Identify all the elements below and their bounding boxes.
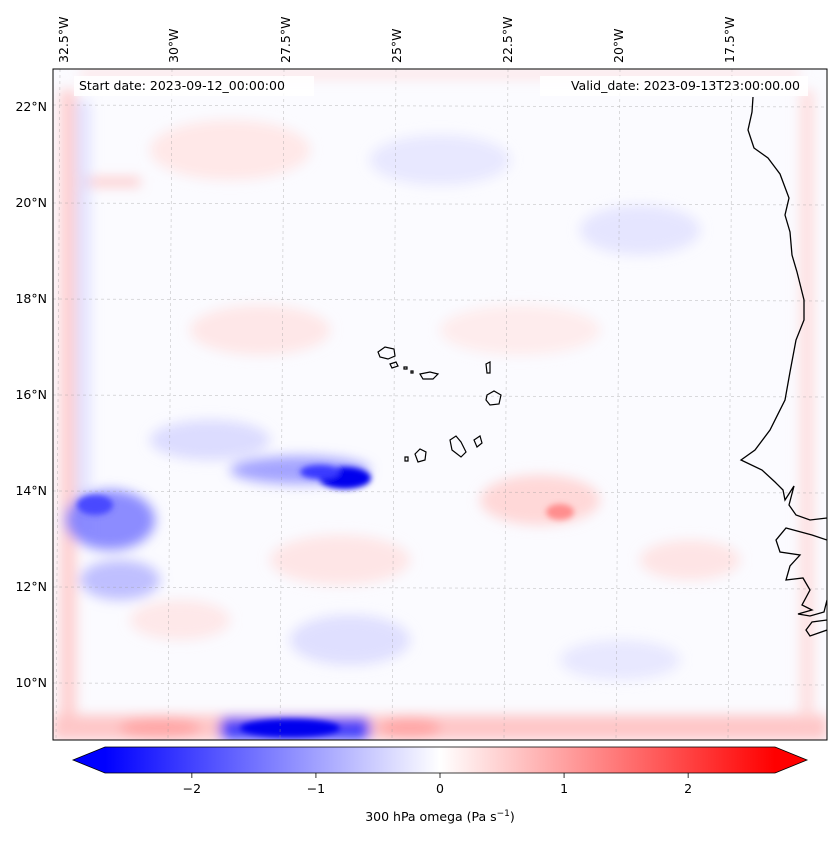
lat-label: 20°N — [15, 195, 47, 210]
omega-field — [53, 70, 827, 740]
colorbar-label: 300 hPa omega (Pa s−1) — [365, 809, 515, 824]
colorbar-tick-label: 1 — [560, 781, 568, 796]
valid-date-label: Valid_date: 2023-09-13T23:00:00.00 — [571, 78, 800, 93]
colorbar-ticks: −2 −1 0 1 2 — [183, 773, 692, 796]
lon-label: 32.5°W — [56, 17, 71, 63]
lat-label: 22°N — [15, 99, 47, 114]
date-annotations — [74, 76, 808, 96]
lat-label: 18°N — [15, 291, 47, 306]
colorbar-min-extend — [73, 747, 105, 773]
colorbar-body — [105, 747, 775, 773]
colorbar-tick-label: 2 — [684, 781, 692, 796]
lon-label: 22.5°W — [500, 17, 515, 63]
lon-label: 25°W — [389, 28, 404, 63]
colorbar-tick-label: −1 — [307, 781, 325, 796]
coastline — [739, 96, 827, 637]
start-date-label: Start date: 2023-09-12_00:00:00 — [79, 78, 285, 93]
latitude-labels: 22°N 20°N 18°N 16°N 14°N 12°N 10°N — [15, 99, 47, 690]
colorbar-max-extend — [775, 747, 807, 773]
lon-label: 17.5°W — [722, 17, 737, 63]
graticule — [53, 69, 827, 740]
lat-label: 14°N — [15, 483, 47, 498]
lon-label: 20°W — [611, 28, 626, 63]
map-panel — [53, 69, 827, 740]
colorbar-tick-label: −2 — [183, 781, 201, 796]
cape-verde-islands — [377, 346, 502, 463]
colorbar-outline — [71, 746, 809, 774]
colorbar: −2 −1 0 1 2 300 hPa omega (Pa s−1) — [71, 746, 809, 824]
map-frame — [52, 68, 828, 741]
colorbar-tick-label: 0 — [436, 781, 444, 796]
lon-label: 30°W — [166, 28, 181, 63]
lat-label: 12°N — [15, 579, 47, 594]
lat-label: 16°N — [15, 387, 47, 402]
lon-label: 27.5°W — [278, 17, 293, 63]
longitude-labels: 32.5°W 30°W 27.5°W 25°W 22.5°W 20°W 17.5… — [56, 17, 737, 63]
lat-label: 10°N — [15, 675, 47, 690]
